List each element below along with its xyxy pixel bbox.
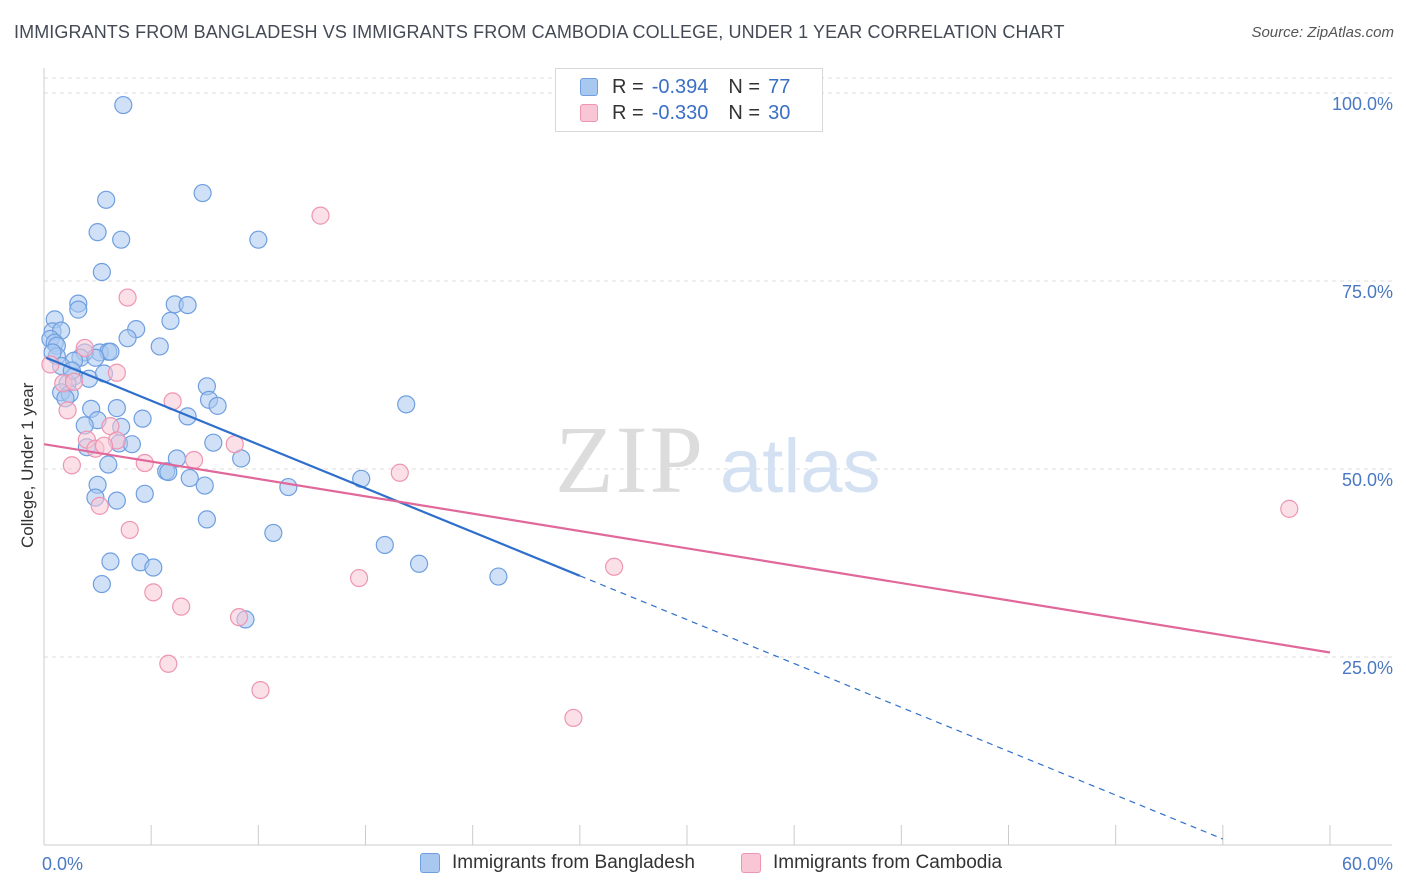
data-point (133, 409, 152, 428)
data-point (120, 520, 139, 540)
data-point (375, 535, 394, 555)
data-point (107, 363, 126, 382)
r-value-cambodia: -0.330 (651, 101, 709, 124)
data-point (112, 230, 131, 249)
data-point (349, 568, 369, 588)
stats-row-cambodia: R = -0.330 N = 30 (580, 100, 790, 126)
gridlines (44, 77, 1392, 658)
watermark: ZIP atlas (555, 406, 881, 513)
data-point (150, 337, 169, 356)
data-point (118, 288, 137, 307)
data-point (264, 523, 283, 543)
data-point (251, 680, 270, 700)
data-point (88, 223, 107, 242)
swatch-bangladesh (580, 78, 598, 96)
data-point (92, 574, 111, 594)
trend-layer (43, 356, 1331, 840)
data-point (94, 436, 114, 455)
watermark-zip: ZIP (555, 406, 705, 513)
data-point (178, 295, 197, 315)
data-point (90, 496, 109, 515)
data-point (195, 476, 214, 495)
data-point (564, 708, 583, 728)
data-point (172, 597, 191, 616)
data-point (184, 450, 204, 470)
stats-legend: R = -0.394 N = 77 R = -0.330 N = 30 (555, 68, 823, 132)
data-point (193, 183, 212, 203)
data-point (197, 510, 216, 529)
n-value-bangladesh: 77 (768, 75, 791, 98)
legend-swatch-cambodia (741, 853, 761, 873)
data-point (249, 230, 268, 249)
swatch-cambodia (580, 104, 598, 122)
r-label: R = (612, 101, 644, 124)
data-point (229, 608, 249, 627)
data-point (69, 300, 88, 319)
data-point (135, 484, 154, 503)
n-value-cambodia: 30 (768, 101, 791, 124)
data-point (99, 455, 118, 474)
data-point (144, 583, 163, 602)
data-point (311, 206, 330, 225)
legend-swatch-bangladesh (420, 853, 440, 873)
trend-line-cambodia (43, 443, 1331, 654)
tick-labels: 25.0% 50.0% 75.0% 100.0% 0.0% 60.0% (42, 94, 1393, 874)
n-label: N = (728, 101, 761, 124)
legend-label-bangladesh: Immigrants from Bangladesh (452, 852, 695, 873)
x-tick-label: 60.0% (1342, 854, 1393, 874)
data-point (204, 433, 223, 452)
legend-item-cambodia: Immigrants from Cambodia (741, 852, 1002, 874)
data-point (64, 372, 84, 391)
data-point (159, 654, 178, 673)
y-axis-label: College, Under 1 year (18, 382, 37, 548)
series-bangladesh (41, 95, 508, 629)
data-point (75, 338, 94, 358)
y-tick-label: 25.0% (1342, 658, 1393, 678)
r-value-bangladesh: -0.394 (651, 75, 709, 98)
series-layer (41, 95, 1299, 728)
data-point (279, 477, 298, 497)
data-point (118, 329, 137, 348)
series-cambodia (41, 206, 1299, 728)
data-point (58, 401, 77, 420)
data-point (1280, 499, 1299, 518)
trend-line-bangladesh (45, 356, 581, 577)
data-point (208, 396, 227, 415)
data-point (161, 311, 180, 330)
data-point (92, 262, 111, 282)
n-label: N = (728, 75, 761, 98)
stats-row-bangladesh: R = -0.394 N = 77 (580, 74, 790, 100)
data-point (605, 557, 624, 576)
y-tick-label: 100.0% (1332, 94, 1393, 114)
source-label: Source: ZipAtlas.com (1251, 24, 1394, 41)
x-tick-label: 0.0% (42, 854, 83, 874)
data-point (397, 395, 416, 414)
data-point (390, 463, 409, 482)
r-label: R = (612, 75, 644, 98)
legend-item-bangladesh: Immigrants from Bangladesh (420, 852, 695, 874)
data-point (114, 95, 133, 115)
data-point (107, 491, 126, 510)
data-point (180, 468, 199, 488)
data-point (122, 435, 141, 454)
data-point (62, 456, 81, 475)
data-point (97, 190, 116, 209)
chart-title: IMMIGRANTS FROM BANGLADESH VS IMMIGRANTS… (14, 22, 1065, 42)
trend-line-extension (579, 575, 1224, 840)
data-point (489, 567, 508, 586)
data-point (107, 399, 126, 418)
y-tick-label: 75.0% (1342, 282, 1393, 302)
data-point (409, 554, 429, 573)
data-point (144, 558, 163, 577)
data-point (135, 453, 154, 473)
watermark-atlas: atlas (720, 424, 881, 509)
legend-label-cambodia: Immigrants from Cambodia (773, 852, 1003, 873)
data-point (101, 552, 120, 571)
y-tick-label: 50.0% (1342, 470, 1393, 490)
axes (43, 68, 1392, 846)
